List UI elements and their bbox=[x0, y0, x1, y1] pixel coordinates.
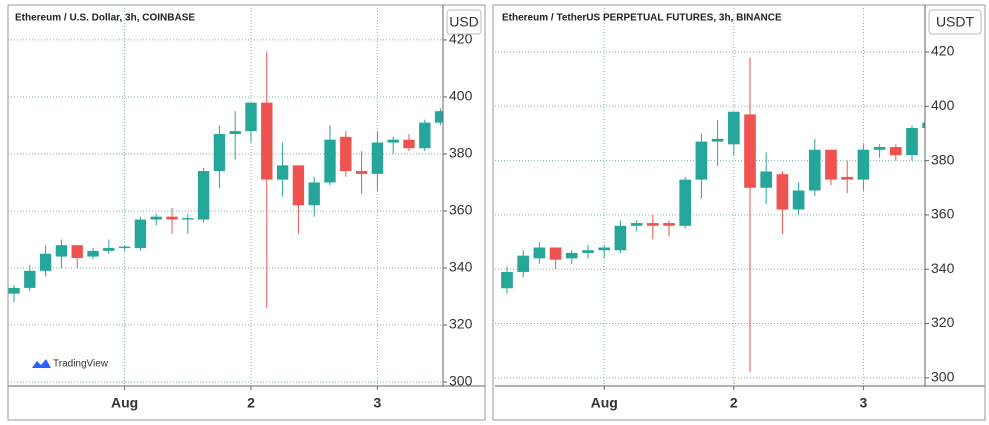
candle-body bbox=[711, 138, 724, 142]
candle-body bbox=[39, 253, 52, 271]
chart-panel: 300 320 340 360 380 400 420 Aug 2 3 Ethereum / Tet… bbox=[495, 5, 985, 411]
candle-body bbox=[857, 149, 870, 180]
candle-body bbox=[760, 171, 773, 188]
candle-body bbox=[24, 270, 36, 288]
y-tick-label: 400 bbox=[931, 97, 955, 113]
candle-body bbox=[776, 174, 789, 210]
y-tick-label: 400 bbox=[449, 88, 473, 104]
x-tick-label: Aug bbox=[591, 395, 618, 411]
candle-body bbox=[166, 216, 178, 220]
candle-body bbox=[501, 271, 513, 289]
x-tick-label: Aug bbox=[111, 395, 138, 411]
candle-body bbox=[324, 139, 336, 183]
candle-body bbox=[889, 147, 902, 156]
y-tick-label: 320 bbox=[449, 316, 473, 332]
candle-body bbox=[276, 165, 289, 180]
candle-body bbox=[727, 111, 740, 145]
candle-body bbox=[873, 147, 886, 150]
candle-body bbox=[922, 122, 925, 129]
candle-body bbox=[533, 247, 546, 259]
candle-body bbox=[340, 136, 352, 172]
panel-border bbox=[492, 4, 986, 421]
candle-body bbox=[679, 179, 692, 226]
y-tick-label: 340 bbox=[449, 259, 473, 275]
y-tick-label: 340 bbox=[931, 260, 955, 276]
x-tick-label: 2 bbox=[247, 395, 255, 411]
candle-body bbox=[150, 216, 162, 220]
candle-body bbox=[182, 218, 194, 220]
candle-body bbox=[646, 223, 659, 226]
candle-body bbox=[8, 287, 20, 294]
candle-body bbox=[134, 219, 147, 249]
y-tick-label: 300 bbox=[449, 373, 473, 389]
candle-body bbox=[292, 165, 305, 206]
chart-title: Ethereum / TetherUS PERPETUAL FUTURES, 3… bbox=[502, 13, 782, 24]
plot-area bbox=[8, 8, 443, 386]
candle-body bbox=[695, 141, 708, 180]
currency-label: USDT bbox=[936, 14, 975, 30]
candle-body bbox=[841, 176, 854, 180]
candle-body bbox=[614, 225, 627, 251]
candle-body bbox=[517, 255, 530, 272]
candle-body bbox=[213, 134, 226, 172]
y-tick-label: 360 bbox=[449, 202, 473, 218]
candle-body bbox=[308, 182, 320, 206]
candle-body bbox=[744, 114, 756, 188]
x-tick-label: 3 bbox=[374, 395, 382, 411]
candle-body bbox=[565, 252, 578, 259]
x-tick-label: 3 bbox=[860, 395, 868, 411]
candle-body bbox=[630, 223, 643, 226]
candle-body bbox=[355, 171, 368, 174]
candle-body bbox=[118, 246, 131, 249]
y-tick-label: 300 bbox=[931, 369, 955, 385]
y-tick-label: 380 bbox=[449, 145, 473, 161]
candle-body bbox=[808, 149, 821, 191]
y-tick-label: 320 bbox=[931, 314, 955, 330]
candle-body bbox=[245, 102, 257, 132]
candle-body bbox=[434, 111, 443, 123]
candle-body bbox=[103, 248, 115, 251]
candle-body bbox=[825, 149, 837, 180]
candle-body bbox=[371, 142, 384, 174]
candle-body bbox=[229, 131, 241, 134]
candle-body bbox=[792, 190, 805, 210]
candle-body bbox=[197, 171, 210, 220]
watermark: TradingView bbox=[53, 359, 109, 370]
x-tick-label: 2 bbox=[730, 395, 738, 411]
currency-box bbox=[928, 9, 982, 35]
chart-panel: 300 320 340 360 380 400 420 Aug 2 3 Ethereum / U.S… bbox=[8, 5, 485, 411]
candle-body bbox=[403, 139, 415, 149]
candle-body bbox=[663, 223, 675, 226]
candle-body bbox=[549, 247, 562, 260]
currency-box bbox=[446, 9, 482, 35]
chart-title: Ethereum / U.S. Dollar, 3h, COINBASE bbox=[15, 13, 195, 24]
watermark-logo bbox=[32, 359, 51, 368]
currency-label: USD bbox=[449, 14, 479, 30]
candle-body bbox=[55, 245, 68, 257]
candle-body bbox=[419, 122, 431, 149]
candle-body bbox=[598, 247, 611, 251]
y-tick-label: 360 bbox=[931, 206, 955, 222]
candle-body bbox=[87, 250, 99, 257]
y-tick-label: 420 bbox=[449, 31, 473, 47]
plot-area bbox=[495, 8, 925, 386]
y-tick-label: 420 bbox=[931, 43, 955, 59]
candle-body bbox=[387, 139, 399, 143]
candle-body bbox=[71, 245, 83, 259]
panel-border bbox=[7, 4, 486, 421]
candle-body bbox=[582, 250, 594, 253]
candle-body bbox=[906, 128, 918, 156]
y-tick-label: 380 bbox=[931, 151, 955, 167]
candle-body bbox=[261, 102, 273, 180]
